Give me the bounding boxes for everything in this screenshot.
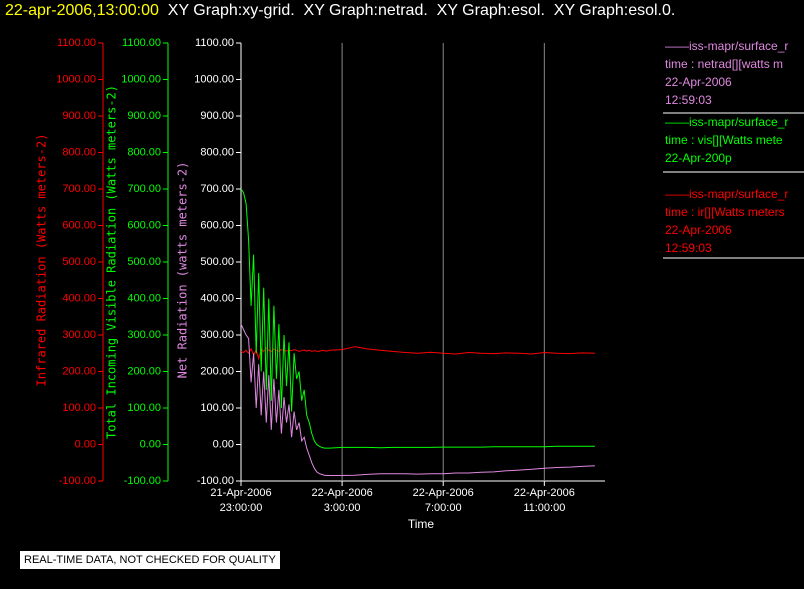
quality-note: REAL-TIME DATA, NOT CHECKED FOR QUALITY	[20, 551, 280, 569]
y2-tick-label: 0.00	[140, 438, 161, 450]
series-line	[240, 188, 595, 449]
y3-tick-label: 1100.00	[57, 37, 96, 49]
legend-detail: time : vis[][Watts mete	[665, 133, 783, 147]
legend-entry: ——iss-mapr/surface_r	[665, 187, 788, 201]
legend-detail: 22-Apr-2006	[665, 223, 732, 237]
y-tick-label: 1000.00	[194, 73, 234, 85]
x-tick-label: 22-Apr-2006 11:00:00	[513, 487, 575, 514]
legend-detail: time : ir[][Watts meters	[665, 205, 785, 219]
legend-detail: 12:59:03	[665, 241, 712, 255]
y3-tick-label: 700.00	[62, 183, 96, 195]
y2-tick-label: 900.00	[127, 110, 161, 122]
y3-tick-label: -100.00	[59, 475, 96, 487]
y2-tick-label: -100.00	[124, 475, 161, 487]
y-tick-label: 1100.00	[195, 37, 234, 49]
y-tick-label: 400.00	[200, 292, 234, 304]
y3-tick-label: 100.00	[62, 402, 96, 414]
legend-entry: ——iss-mapr/surface_r	[665, 115, 788, 129]
y2-tick-label: 600.00	[127, 219, 161, 231]
chart-title: 22-apr-2006,13:00:00	[5, 2, 159, 19]
chart-subtitle: XY Graph:xy-grid. XY Graph:netrad. XY Gr…	[167, 2, 676, 19]
y-tick-label: 300.00	[200, 329, 234, 341]
y2-tick-label: 1000.00	[121, 73, 161, 85]
y3-tick-label: 200.00	[62, 365, 96, 377]
x-tick-label: 21-Apr-2006 23:00:00	[210, 487, 272, 514]
y-tick-label: 100.00	[200, 402, 234, 414]
legend-detail: 22-Apr-200p	[665, 151, 732, 165]
y-tick-label: 0.00	[213, 438, 234, 450]
y3-tick-label: 500.00	[62, 256, 96, 268]
series-line	[240, 323, 595, 476]
x-tick-label: 22-Apr-2006 7:00:00	[412, 487, 474, 514]
y3-tick-label: 400.00	[62, 292, 96, 304]
legend-detail: 12:59:03	[665, 93, 712, 107]
y-axis-label: Net Radiation (watts meters-2)	[176, 162, 190, 379]
y3-tick-label: 0.00	[75, 438, 96, 450]
y3-axis-label: Infrared Radiation (Watts meters-2)	[35, 134, 49, 387]
y2-tick-label: 300.00	[127, 329, 161, 341]
legend-detail: time : netrad[][watts m	[665, 57, 783, 71]
y2-tick-label: 200.00	[127, 365, 161, 377]
y-tick-label: 700.00	[200, 183, 234, 195]
y2-tick-label: 400.00	[127, 292, 161, 304]
y2-tick-label: 100.00	[127, 402, 161, 414]
x-axis-label: Time	[408, 517, 435, 531]
y3-tick-label: 800.00	[62, 146, 96, 158]
y3-tick-label: 600.00	[62, 219, 96, 231]
y2-tick-label: 700.00	[127, 183, 161, 195]
y2-tick-label: 800.00	[127, 146, 161, 158]
legend-detail: 22-Apr-2006	[665, 75, 732, 89]
y-tick-label: 600.00	[200, 219, 234, 231]
y-tick-label: 200.00	[200, 365, 234, 377]
y-tick-label: 900.00	[200, 110, 234, 122]
series-line	[240, 346, 595, 361]
y3-tick-label: 900.00	[62, 110, 96, 122]
title-bar: 22-apr-2006,13:00:00 XY Graph:xy-grid. X…	[5, 2, 675, 20]
x-tick-label: 22-Apr-2006 3:00:00	[311, 487, 373, 514]
legend-entry: ——iss-mapr/surface_r	[665, 39, 788, 53]
y-tick-label: -100.00	[197, 475, 234, 487]
y-tick-label: 500.00	[200, 256, 234, 268]
y-tick-label: 800.00	[200, 146, 234, 158]
y2-tick-label: 500.00	[127, 256, 161, 268]
y2-axis-label: Total Incoming Visible Radiation (Watts …	[105, 85, 119, 439]
y3-tick-label: 300.00	[62, 329, 96, 341]
y3-tick-label: 1000.00	[56, 73, 96, 85]
y2-tick-label: 1100.00	[122, 37, 161, 49]
